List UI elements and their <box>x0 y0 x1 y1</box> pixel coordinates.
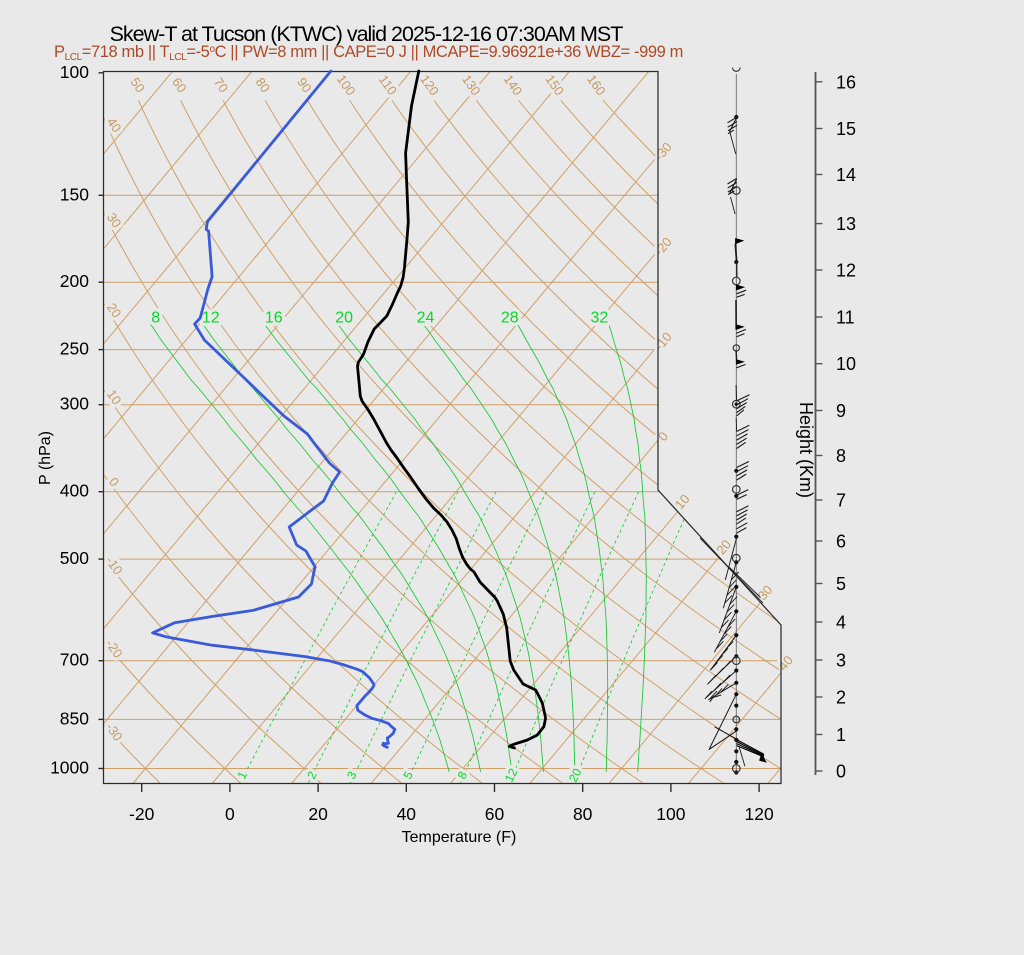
svg-text:40: 40 <box>397 804 417 824</box>
svg-text:700: 700 <box>60 650 89 670</box>
svg-text:1000: 1000 <box>50 758 89 778</box>
svg-text:Height (Km): Height (Km) <box>796 402 816 498</box>
svg-text:400: 400 <box>60 481 89 501</box>
svg-text:11: 11 <box>836 308 855 328</box>
svg-text:3: 3 <box>836 651 846 671</box>
svg-text:28: 28 <box>501 310 519 327</box>
svg-text:850: 850 <box>60 708 89 728</box>
svg-text:24: 24 <box>417 310 435 327</box>
svg-text:120: 120 <box>744 804 773 824</box>
svg-text:10: 10 <box>836 354 856 374</box>
svg-text:150: 150 <box>60 184 89 204</box>
svg-text:80: 80 <box>573 804 593 824</box>
svg-text:Temperature (F): Temperature (F) <box>402 829 517 846</box>
svg-text:6: 6 <box>836 532 846 552</box>
svg-text:20: 20 <box>308 804 328 824</box>
svg-text:7: 7 <box>836 491 846 511</box>
svg-text:0: 0 <box>225 804 235 824</box>
svg-text:2: 2 <box>836 688 846 708</box>
svg-text:16: 16 <box>836 72 856 92</box>
svg-text:PLCL=718 mb || TLCL=-5oC || PW: PLCL=718 mb || TLCL=-5oC || PW=8 mm || C… <box>54 43 683 63</box>
svg-text:500: 500 <box>60 548 89 568</box>
svg-text:32: 32 <box>591 310 609 327</box>
svg-text:100: 100 <box>60 62 89 82</box>
svg-text:0: 0 <box>836 762 846 782</box>
svg-text:12: 12 <box>202 310 220 327</box>
svg-text:-20: -20 <box>129 804 155 824</box>
svg-text:9: 9 <box>836 401 846 421</box>
svg-text:12: 12 <box>836 261 856 281</box>
svg-text:100: 100 <box>656 804 685 824</box>
svg-text:13: 13 <box>836 214 856 234</box>
svg-text:15: 15 <box>836 119 856 139</box>
svg-text:8: 8 <box>151 310 160 327</box>
svg-text:16: 16 <box>265 310 283 327</box>
svg-text:200: 200 <box>60 271 89 291</box>
svg-text:P (hPa): P (hPa) <box>37 431 54 485</box>
svg-text:60: 60 <box>485 804 505 824</box>
svg-text:20: 20 <box>335 310 353 327</box>
svg-text:5: 5 <box>836 574 846 594</box>
svg-text:14: 14 <box>836 165 856 185</box>
svg-text:250: 250 <box>60 339 89 359</box>
svg-text:1: 1 <box>836 725 846 745</box>
svg-text:4: 4 <box>836 613 846 633</box>
svg-text:8: 8 <box>836 446 846 466</box>
svg-text:300: 300 <box>60 394 89 414</box>
